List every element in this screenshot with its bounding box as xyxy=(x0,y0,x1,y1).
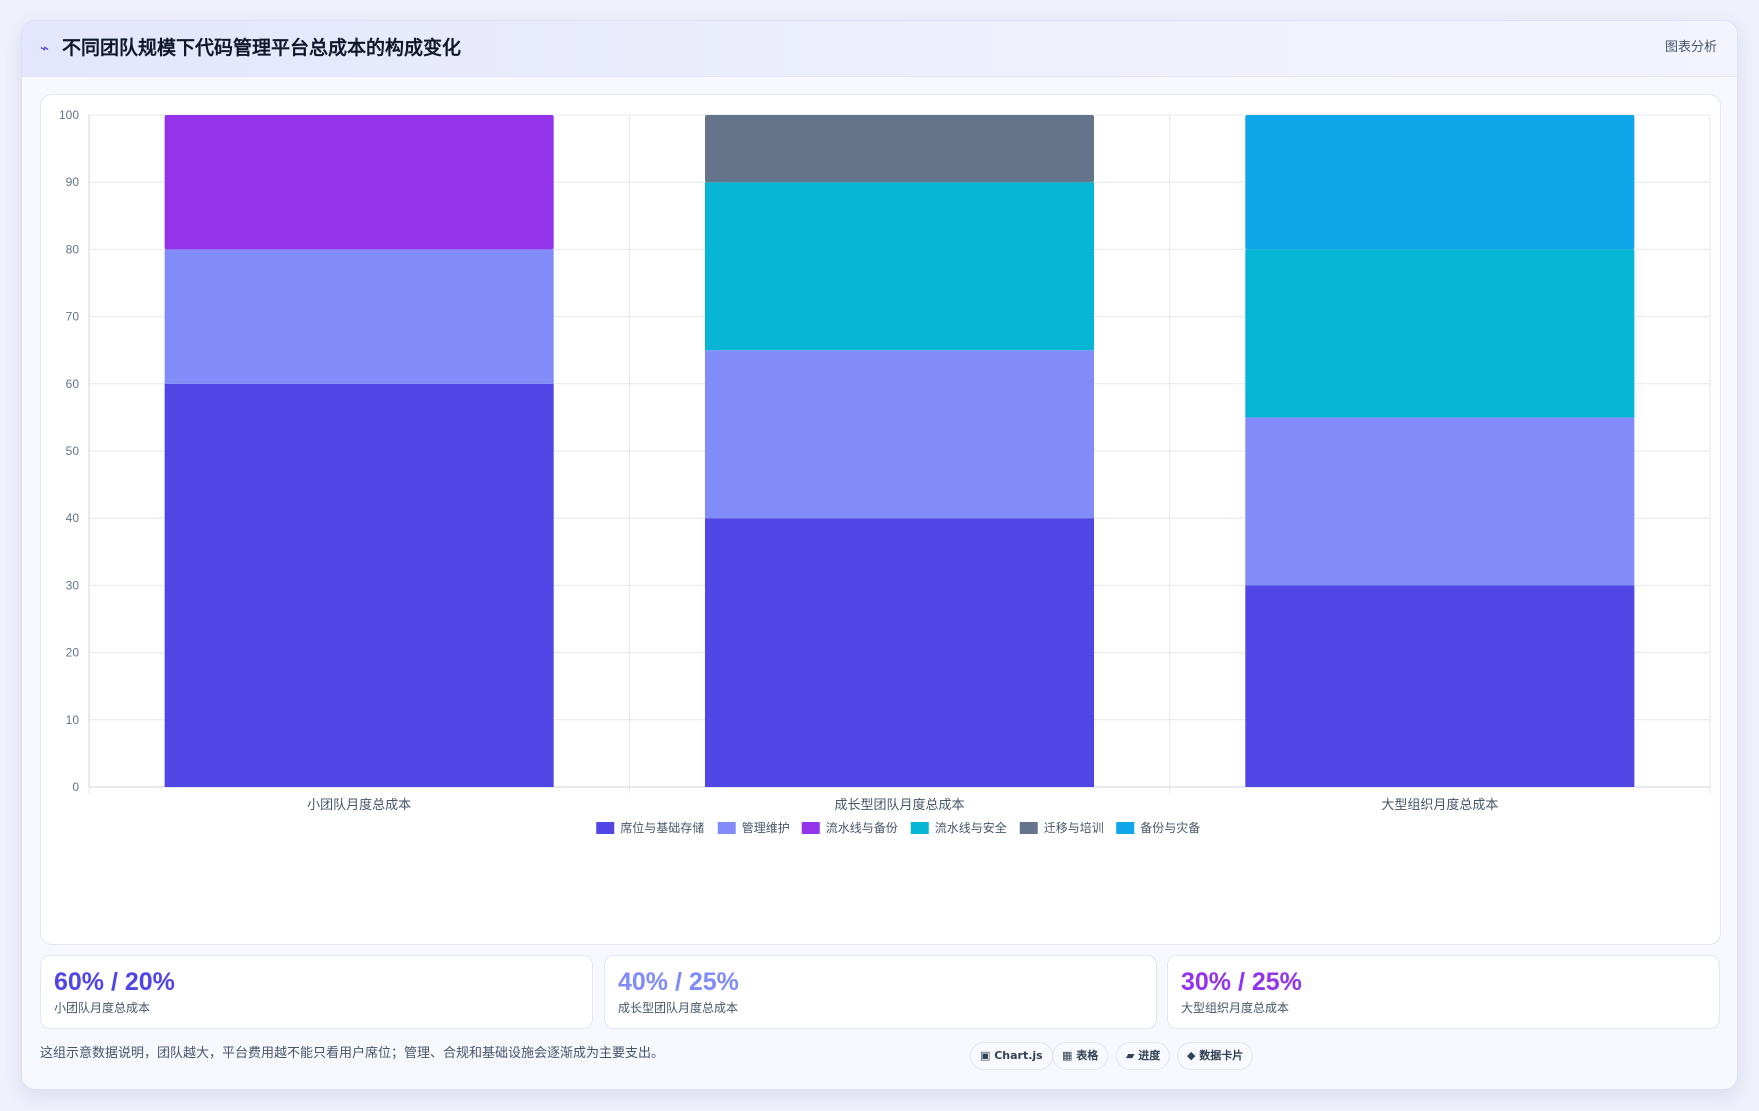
tag-table[interactable]: ▦ 表格 xyxy=(1052,1042,1109,1070)
stat-value: 40% / 25% xyxy=(618,968,739,996)
stat-card-small-team: 60% / 20% 小团队月度总成本 xyxy=(40,955,593,1029)
y-tick-label: 20 xyxy=(66,646,80,660)
bar-segment xyxy=(164,249,554,384)
card-header: ⌁ 不同团队规模下代码管理平台总成本的构成变化 图表分析 xyxy=(22,21,1737,77)
y-tick-label: 0 xyxy=(72,780,79,794)
link-icon: ⌁ xyxy=(40,39,50,57)
y-tick-label: 50 xyxy=(66,444,80,458)
legend-swatch xyxy=(717,822,736,834)
legend-swatch xyxy=(596,822,615,834)
bar-segment xyxy=(704,115,1095,183)
bar-segment xyxy=(164,115,554,250)
legend-label: 流水线与安全 xyxy=(935,820,1007,835)
stat-card-growth-team: 40% / 25% 成长型团队月度总成本 xyxy=(604,955,1157,1029)
y-tick-label: 40 xyxy=(66,511,80,525)
stat-card-large-org: 30% / 25% 大型组织月度总成本 xyxy=(1167,955,1720,1029)
x-tick-label: 大型组织月度总成本 xyxy=(1381,797,1498,813)
stacked-bar-chart: 0 10 20 30 40 50 60 70 80 90 100 小团队月度总成本 成长型团队月度总成本… xyxy=(59,108,1711,835)
legend-label: 备份与灾备 xyxy=(1140,820,1200,835)
stat-cards: 60% / 20% 小团队月度总成本 40% / 25% 成长型团队月度总成本 … xyxy=(40,955,1721,1029)
bar-segment xyxy=(704,182,1095,351)
chart-panel: 0 10 20 30 40 50 60 70 80 90 100 小团队月度总成本 成长型团队月度总成本… xyxy=(40,94,1721,945)
page-title: 不同团队规模下代码管理平台总成本的构成变化 xyxy=(62,37,462,59)
footer-note: 这组示意数据说明，团队越大，平台费用越不能只看用户席位；管理、合规和基础设施会逐… xyxy=(40,1046,665,1061)
tag-data-card[interactable]: ◆ 数据卡片 xyxy=(1177,1042,1254,1070)
legend-swatch xyxy=(801,822,820,834)
y-tick-label: 70 xyxy=(66,310,80,324)
y-tick-label: 60 xyxy=(66,377,80,391)
chart-card: ⌁ 不同团队规模下代码管理平台总成本的构成变化 图表分析 0 10 20 30 40 50… xyxy=(21,20,1738,1090)
legend-swatch xyxy=(1019,822,1038,834)
legend-swatch xyxy=(1116,822,1135,834)
stat-label: 成长型团队月度总成本 xyxy=(618,1001,739,1015)
bar-segment xyxy=(1245,417,1635,586)
legend-swatch xyxy=(910,822,929,834)
stat-value: 30% / 25% xyxy=(1181,968,1302,996)
bar-segment xyxy=(704,350,1095,519)
tag-progress[interactable]: ▰ 进度 xyxy=(1116,1042,1171,1070)
legend-label: 流水线与备份 xyxy=(826,821,898,835)
bar-segment xyxy=(1245,115,1635,250)
y-tick-label: 30 xyxy=(66,578,80,592)
chart-analysis-button[interactable]: 图表分析 xyxy=(1664,40,1717,55)
y-tick-label: 100 xyxy=(59,108,79,122)
legend-label: 管理维护 xyxy=(742,820,790,835)
x-tick-label: 成长型团队月度总成本 xyxy=(834,797,964,813)
legend-label: 席位与基础存储 xyxy=(620,820,704,835)
stat-label: 大型组织月度总成本 xyxy=(1181,1001,1290,1015)
stat-value: 60% / 20% xyxy=(54,968,175,996)
tag-chartjs[interactable]: ▣ Chart.js xyxy=(970,1042,1053,1070)
x-tick-label: 小团队月度总成本 xyxy=(307,797,411,813)
y-tick-label: 90 xyxy=(66,175,80,189)
legend-label: 迁移与培训 xyxy=(1044,820,1104,835)
y-tick-label: 80 xyxy=(66,242,80,256)
bar-segment xyxy=(1245,585,1635,787)
bar-segment xyxy=(164,383,554,787)
stat-label: 小团队月度总成本 xyxy=(54,1001,151,1015)
bar-segment xyxy=(1245,249,1635,418)
y-tick-label: 10 xyxy=(66,713,80,727)
bar-segment xyxy=(704,518,1095,787)
